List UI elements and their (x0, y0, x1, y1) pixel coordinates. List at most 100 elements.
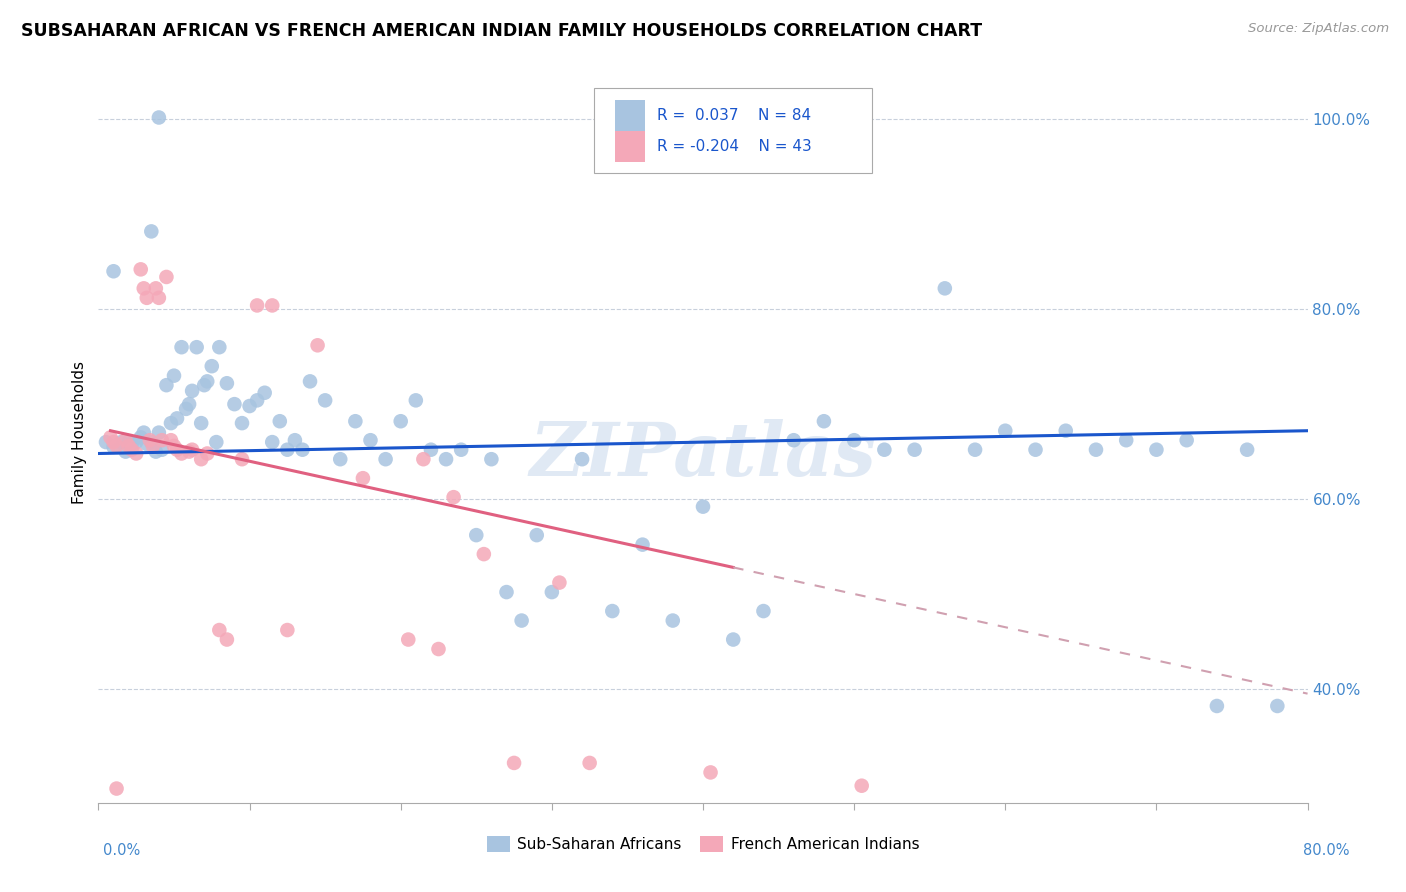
Point (231, 416, 253, 430)
Point (163, 439, 186, 453)
Point (291, 442, 314, 457)
Point (571, 452, 593, 467)
Point (100, 430, 122, 444)
Point (965, 442, 987, 457)
Text: R =  0.037    N = 84: R = 0.037 N = 84 (657, 108, 811, 123)
Point (631, 538, 654, 552)
Point (904, 442, 927, 457)
Point (208, 623, 231, 637)
Point (472, 547, 495, 561)
Point (548, 575, 571, 590)
Point (276, 442, 298, 457)
Point (412, 452, 434, 467)
Point (105, 781, 128, 796)
Point (139, 434, 162, 448)
Point (103, 435, 125, 450)
Point (190, 416, 212, 430)
Point (155, 269, 177, 284)
Point (193, 378, 215, 392)
Point (495, 585, 517, 599)
Point (195, 446, 218, 460)
Point (526, 528, 548, 542)
Point (246, 298, 269, 312)
Point (276, 623, 298, 637)
Point (141, 224, 163, 238)
Point (135, 291, 157, 305)
Text: ZIPatlas: ZIPatlas (530, 418, 876, 491)
Point (166, 442, 188, 457)
Point (1206, 698, 1229, 713)
Point (160, 434, 183, 448)
Point (135, 437, 157, 451)
Point (129, 430, 152, 444)
Point (465, 528, 488, 542)
Legend: Sub-Saharan Africans, French American Indians: Sub-Saharan Africans, French American In… (481, 830, 925, 858)
Point (262, 298, 284, 312)
Point (481, 452, 503, 467)
Point (661, 614, 683, 628)
Point (195, 375, 218, 389)
Point (208, 340, 231, 354)
Point (145, 281, 167, 295)
Point (174, 401, 197, 416)
Point (269, 414, 291, 428)
Point (141, 435, 163, 450)
Point (181, 442, 204, 457)
Point (246, 393, 269, 408)
Point (344, 414, 367, 428)
Point (752, 604, 775, 618)
Bar (614, 131, 645, 162)
Point (389, 414, 412, 428)
Point (314, 393, 336, 408)
Point (145, 444, 167, 458)
Point (148, 111, 170, 125)
FancyBboxPatch shape (595, 88, 872, 173)
Point (994, 424, 1017, 438)
Point (1267, 698, 1289, 713)
Point (540, 585, 562, 599)
Point (163, 368, 186, 383)
Point (114, 444, 136, 458)
Point (114, 434, 136, 448)
Text: 0.0%: 0.0% (103, 843, 139, 858)
Point (125, 435, 148, 450)
Point (125, 446, 148, 460)
Point (503, 756, 526, 770)
Text: R = -0.204    N = 43: R = -0.204 N = 43 (657, 139, 811, 154)
Point (170, 340, 193, 354)
Y-axis label: Family Households: Family Households (72, 361, 87, 504)
Point (1144, 442, 1167, 457)
Point (181, 384, 204, 398)
Point (105, 439, 128, 453)
Point (103, 440, 125, 454)
Point (844, 434, 866, 448)
Point (160, 416, 183, 430)
Point (1054, 424, 1077, 438)
Point (239, 399, 262, 413)
Point (723, 632, 745, 647)
Point (396, 632, 419, 647)
Point (783, 434, 806, 448)
Point (132, 281, 155, 295)
Point (231, 452, 253, 467)
Point (142, 439, 165, 453)
Point (224, 397, 246, 411)
Point (103, 264, 125, 278)
Point (934, 281, 956, 295)
Point (148, 291, 170, 305)
Point (118, 435, 141, 450)
Point (94, 435, 117, 450)
Point (284, 434, 307, 448)
Point (253, 385, 276, 400)
Point (1085, 442, 1108, 457)
Point (1024, 442, 1046, 457)
Point (215, 376, 238, 391)
Point (1175, 434, 1198, 448)
Point (205, 435, 228, 450)
Point (121, 442, 143, 457)
Point (121, 437, 143, 451)
Point (329, 452, 352, 467)
Point (1115, 434, 1137, 448)
Text: Source: ZipAtlas.com: Source: ZipAtlas.com (1249, 22, 1389, 36)
Point (186, 340, 208, 354)
